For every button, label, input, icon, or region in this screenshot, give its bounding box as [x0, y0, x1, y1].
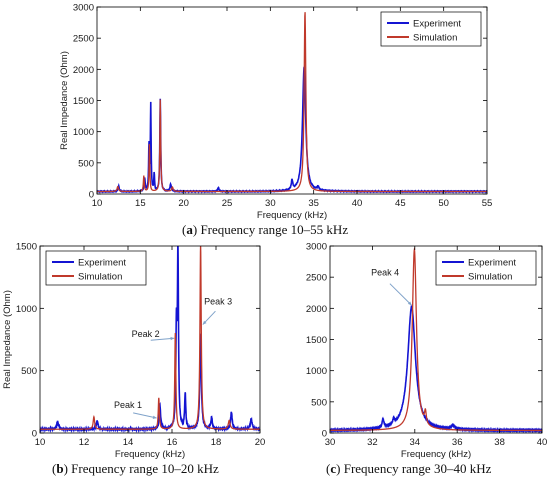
annotation-arrowhead: [170, 336, 175, 341]
chart-b: 10 12 14 16 18 20 0 500 1000 1500 Frequency (kHz) R…: [2, 242, 265, 461]
y-tick-label: 0: [32, 429, 37, 440]
annotation-arrowhead: [407, 301, 412, 306]
y-tick-label: 500: [311, 397, 327, 408]
x-tick-label: 36: [452, 437, 463, 448]
x-tick-label: 30: [265, 198, 276, 209]
legend-label-experiment: Experiment: [468, 258, 516, 269]
x-tick-label: 34: [410, 437, 421, 448]
caption-b: (b) Frequency range 10–20 kHz: [52, 461, 219, 476]
y-tick-label: 3000: [73, 3, 94, 14]
x-axis-label: Frequency (kHz): [257, 210, 327, 221]
series-simulation-line: [97, 12, 487, 193]
series-simulation-line: [40, 246, 260, 430]
x-tick-label: 14: [123, 437, 134, 448]
chart-a: 10 15 20 25 30 35 40 45 50 55 0 500 1000 1500 2000 2500…: [59, 3, 492, 222]
legend: Experiment Simulation: [435, 250, 537, 286]
plot-frame: [39, 245, 261, 434]
x-tick-label: 15: [135, 198, 146, 209]
annotation: Peak 3: [202, 297, 232, 325]
x-tick-label: 50: [438, 198, 449, 209]
legend-label-simulation: Simulation: [413, 33, 457, 44]
y-tick-label: 1500: [16, 242, 37, 253]
x-tick-label: 55: [482, 198, 493, 209]
x-tick-label: 25: [222, 198, 233, 209]
chart-c: 30 32 34 36 38 40 0 500 1000 1500 2000 2500 3000 Freq…: [306, 242, 547, 461]
x-tick-label: 16: [167, 437, 178, 448]
x-tick-label: 30: [325, 437, 336, 448]
y-axis-label: Real Impedance (Ohm): [2, 290, 13, 389]
y-tick-label: 2000: [73, 65, 94, 76]
annotation-label: Peak 2: [132, 329, 160, 339]
x-axis-label: Frequency (kHz): [401, 449, 471, 460]
annotation-label: Peak 3: [204, 297, 232, 307]
caption-a: (a) Frequency range 10–55 kHz: [182, 222, 349, 237]
x-tick-label: 40: [537, 437, 548, 448]
y-axis-label: Real Impedance (Ohm): [59, 51, 70, 150]
x-tick-label: 32: [367, 437, 378, 448]
y-tick-label: 2000: [306, 304, 327, 315]
annotation-arrow: [150, 337, 175, 341]
y-tick-label: 0: [89, 190, 94, 201]
annotation: Peak 1: [114, 400, 157, 419]
x-tick-label: 10: [35, 437, 46, 448]
y-tick-label: 1500: [73, 96, 94, 107]
x-tick-label: 12: [79, 437, 90, 448]
legend: Experiment Simulation: [380, 11, 482, 47]
x-tick-label: 45: [395, 198, 406, 209]
y-tick-label: 1000: [306, 366, 327, 377]
y-tick-label: 1000: [73, 127, 94, 138]
y-tick-label: 2500: [306, 273, 327, 284]
y-tick-label: 1500: [306, 335, 327, 346]
annotation: Peak 2: [132, 329, 175, 341]
y-tick-label: 500: [21, 366, 37, 377]
series-experiment-line: [330, 304, 542, 433]
x-axis-label: Frequency (kHz): [115, 449, 185, 460]
y-tick-label: 1000: [16, 304, 37, 315]
annotation-label: Peak 1: [114, 400, 142, 410]
annotation: Peak 4: [371, 267, 412, 306]
series-experiment-line: [97, 64, 487, 194]
y-tick-label: 0: [322, 429, 327, 440]
annotation-label: Peak 4: [371, 267, 399, 277]
x-tick-label: 38: [494, 437, 505, 448]
x-tick-label: 40: [352, 198, 363, 209]
y-tick-label: 2500: [73, 34, 94, 45]
legend-label-experiment: Experiment: [78, 258, 126, 269]
caption-c: (c) Frequency range 30–40 kHz: [326, 461, 492, 476]
series-simulation-line: [330, 247, 542, 432]
legend-label-simulation: Simulation: [468, 272, 512, 283]
annotation-arrow: [133, 412, 157, 419]
annotation-arrowhead: [202, 320, 207, 325]
legend: Experiment Simulation: [45, 250, 147, 286]
legend-label-simulation: Simulation: [78, 272, 122, 283]
legend-label-experiment: Experiment: [413, 19, 461, 30]
y-tick-label: 500: [78, 158, 94, 169]
annotation-arrow: [389, 283, 412, 306]
annotation-arrowhead: [152, 415, 157, 419]
y-tick-label: 3000: [306, 242, 327, 253]
x-tick-label: 20: [255, 437, 266, 448]
x-tick-label: 20: [178, 198, 189, 209]
x-tick-label: 35: [308, 198, 319, 209]
x-tick-label: 18: [211, 437, 222, 448]
x-tick-label: 10: [92, 198, 103, 209]
